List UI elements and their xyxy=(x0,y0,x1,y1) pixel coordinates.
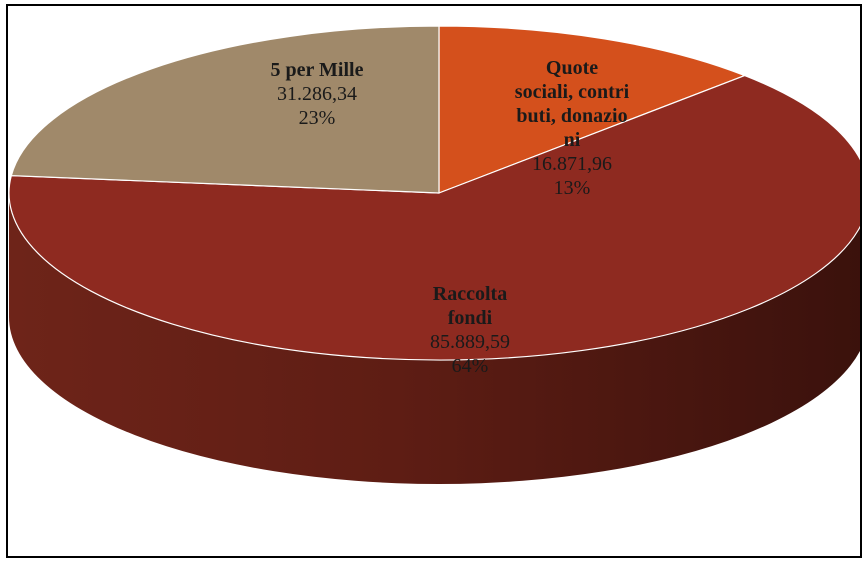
slice-name-line: ni xyxy=(564,129,581,151)
slice-name-line: Raccolta xyxy=(433,283,507,305)
slice-percent-label: 64% xyxy=(452,355,489,377)
slice-percent-label: 13% xyxy=(554,177,591,199)
pie-slice-2 xyxy=(10,25,440,194)
slice-name-line: 5 per Mille xyxy=(271,59,364,81)
pie-side-wall xyxy=(9,193,860,484)
slice-name-line: sociali, contri xyxy=(515,81,630,103)
pie-slice-0 xyxy=(438,25,747,194)
pie-slice-1 xyxy=(8,74,860,361)
slice-value-label: 16.871,96 xyxy=(532,153,612,175)
slice-name-line: buti, donazio xyxy=(516,105,627,127)
slice-name-line: fondi xyxy=(448,307,493,329)
slice-value-label: 85.889,59 xyxy=(430,331,510,353)
chart-frame: Quote sociali, contri buti, donazio ni 16.87… xyxy=(6,4,862,558)
slice-percent-label: 23% xyxy=(299,107,336,129)
slice-name-line: Quote xyxy=(546,57,598,79)
slice-value-label: 31.286,34 xyxy=(277,83,357,105)
